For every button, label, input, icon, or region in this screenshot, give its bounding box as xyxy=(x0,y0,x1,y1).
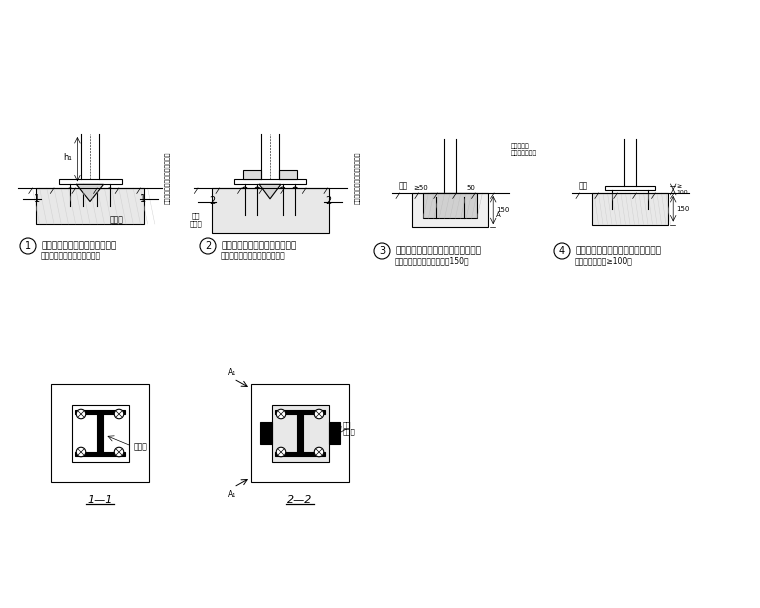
Text: 2: 2 xyxy=(209,196,215,207)
Text: 留置混凝土
粗糙构造素土层: 留置混凝土 粗糙构造素土层 xyxy=(510,143,537,156)
Text: 1: 1 xyxy=(141,194,147,204)
Circle shape xyxy=(76,409,86,419)
Circle shape xyxy=(107,188,112,193)
Text: 1: 1 xyxy=(33,194,40,204)
Text: 1: 1 xyxy=(25,241,31,251)
Circle shape xyxy=(276,447,286,457)
Text: 外露式柱脚抗剪键的设置（一）: 外露式柱脚抗剪键的设置（一） xyxy=(41,241,116,250)
Bar xyxy=(275,452,325,456)
Text: （可用工字形或箱形成方钢）: （可用工字形或箱形成方钢） xyxy=(41,252,101,260)
Text: 2: 2 xyxy=(325,196,331,207)
Bar xyxy=(75,410,125,414)
Bar xyxy=(36,188,144,224)
Text: 地面: 地面 xyxy=(398,181,408,190)
Circle shape xyxy=(276,409,286,419)
Text: 150: 150 xyxy=(496,207,509,213)
Bar xyxy=(71,404,128,461)
Bar xyxy=(412,193,488,227)
Circle shape xyxy=(68,188,73,193)
Circle shape xyxy=(94,188,100,193)
Bar xyxy=(234,179,306,184)
Bar xyxy=(59,179,122,184)
Polygon shape xyxy=(77,184,103,201)
Bar xyxy=(430,193,470,196)
Text: ≥50: ≥50 xyxy=(413,185,428,192)
Bar xyxy=(423,193,477,218)
Text: 2—2: 2—2 xyxy=(287,495,312,505)
Bar xyxy=(243,170,261,179)
Text: 外露式柱脚抗剪键的设置（二）: 外露式柱脚抗剪键的设置（二） xyxy=(221,241,296,250)
Text: 柱脚混凝土强度等级按设计要求: 柱脚混凝土强度等级按设计要求 xyxy=(165,152,171,204)
Bar xyxy=(592,193,668,224)
Text: 地面: 地面 xyxy=(578,181,587,190)
Circle shape xyxy=(242,187,248,193)
Circle shape xyxy=(314,447,324,457)
Bar xyxy=(260,421,271,444)
Bar xyxy=(75,452,125,456)
Circle shape xyxy=(374,243,390,259)
Text: （可用工字形、槽形或矩形钢）: （可用工字形、槽形或矩形钢） xyxy=(221,252,286,260)
Circle shape xyxy=(20,238,36,254)
Text: 箍筋
支撑板: 箍筋 支撑板 xyxy=(343,421,356,435)
Bar xyxy=(275,410,325,414)
Polygon shape xyxy=(259,184,280,199)
Text: 放置
预埋者: 放置 预埋者 xyxy=(190,212,203,227)
Text: A₁: A₁ xyxy=(227,368,236,377)
Text: h₁: h₁ xyxy=(63,153,72,162)
Bar xyxy=(271,404,328,461)
Text: 50: 50 xyxy=(466,185,475,192)
Text: 外露式柱脚在地面以上时的防护措施: 外露式柱脚在地面以上时的防护措施 xyxy=(575,246,661,255)
Circle shape xyxy=(76,447,86,457)
Text: （包裹沥青混凝土高出地面150）: （包裹沥青混凝土高出地面150） xyxy=(395,257,470,266)
Bar xyxy=(211,188,328,233)
Circle shape xyxy=(280,187,285,193)
Text: ≥
100: ≥ 100 xyxy=(676,184,688,195)
Text: 柱脚混凝土强度等级按设计要求: 柱脚混凝土强度等级按设计要求 xyxy=(355,152,361,204)
Circle shape xyxy=(114,447,124,457)
Bar xyxy=(251,384,350,482)
Circle shape xyxy=(80,188,85,193)
Bar xyxy=(328,421,340,444)
Circle shape xyxy=(200,238,216,254)
Bar xyxy=(297,414,302,452)
Circle shape xyxy=(314,409,324,419)
Circle shape xyxy=(645,198,651,203)
Text: 2: 2 xyxy=(205,241,211,251)
Text: 抗剪键: 抗剪键 xyxy=(133,443,147,452)
Circle shape xyxy=(293,187,298,193)
Circle shape xyxy=(114,409,124,419)
Text: 4: 4 xyxy=(559,246,565,256)
Circle shape xyxy=(255,187,260,193)
Circle shape xyxy=(610,198,615,203)
Bar xyxy=(605,186,655,190)
Text: 外露式柱脚在地面以下时的防护措施: 外露式柱脚在地面以下时的防护措施 xyxy=(395,246,481,255)
Text: A: A xyxy=(496,212,501,218)
Text: 抗剪键: 抗剪键 xyxy=(110,215,124,224)
Text: 1—1: 1—1 xyxy=(87,495,112,505)
Text: 3: 3 xyxy=(379,246,385,256)
Bar xyxy=(97,414,103,452)
Bar xyxy=(279,170,297,179)
Circle shape xyxy=(554,243,570,259)
Text: （柱脚高出地面≥100）: （柱脚高出地面≥100） xyxy=(575,257,633,266)
Text: 150: 150 xyxy=(676,206,689,212)
Bar xyxy=(51,384,150,482)
Text: A₁: A₁ xyxy=(227,490,236,499)
